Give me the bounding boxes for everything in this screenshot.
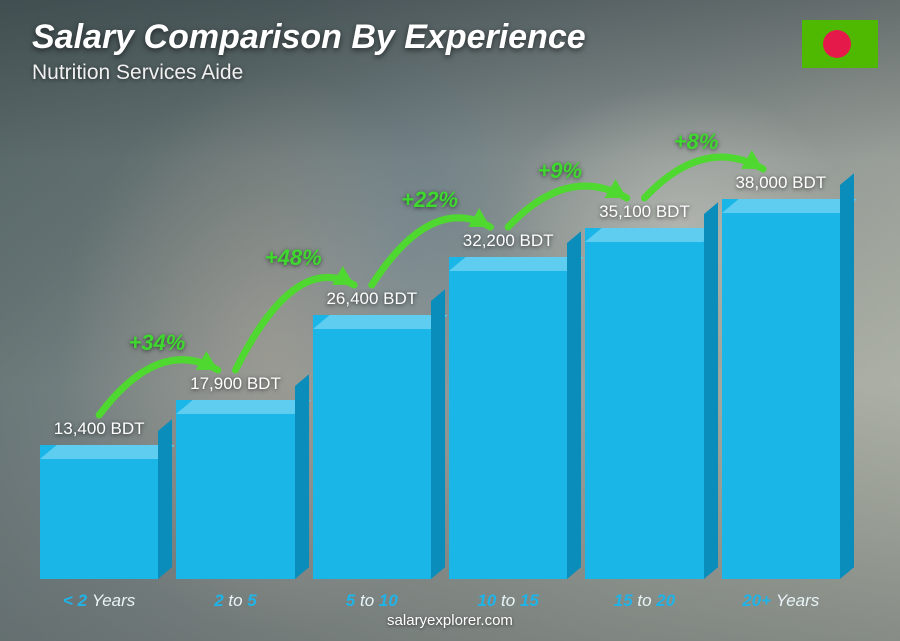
bar-category-label: 2 to 5 <box>214 591 257 611</box>
bar-category-label: 20+ Years <box>742 591 819 611</box>
page-title: Salary Comparison By Experience <box>32 18 868 57</box>
increase-arrow-icon <box>40 99 840 579</box>
bar-category-label: 10 to 15 <box>477 591 538 611</box>
bar-category-label: < 2 Years <box>63 591 135 611</box>
percent-increase-label: +8% <box>674 129 719 155</box>
flag-circle-icon <box>823 30 851 58</box>
footer-attribution: salaryexplorer.com <box>0 612 900 629</box>
page-subtitle: Nutrition Services Aide <box>32 61 868 85</box>
bar-category-label: 15 to 20 <box>614 591 675 611</box>
country-flag <box>802 20 878 68</box>
bar-side-face <box>840 173 854 579</box>
header: Salary Comparison By Experience Nutritio… <box>32 18 868 85</box>
bar-chart: 13,400 BDT< 2 Years17,900 BDT2 to 526,40… <box>40 99 840 579</box>
bar-category-label: 5 to 10 <box>346 591 398 611</box>
